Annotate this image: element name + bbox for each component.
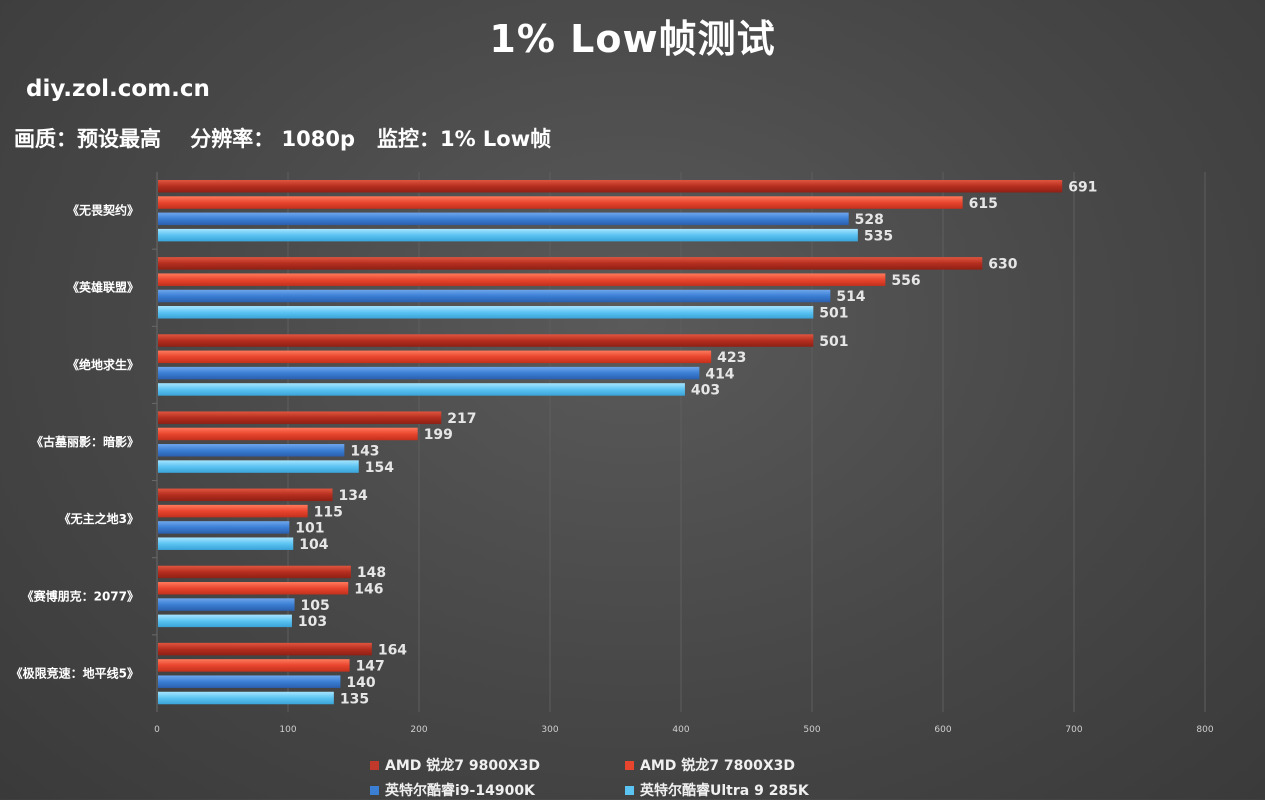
data-label: 423 — [717, 350, 746, 366]
data-label: 143 — [350, 444, 379, 460]
legend-item-2: AMD 锐龙7 7800X3D — [625, 755, 795, 775]
bar — [158, 521, 290, 534]
data-label: 630 — [988, 257, 1017, 273]
data-label: 140 — [346, 675, 375, 691]
bar — [158, 427, 418, 441]
legend-swatch-1 — [370, 760, 379, 770]
data-label: 105 — [301, 598, 330, 614]
bar — [158, 350, 712, 364]
bar-chart: 0 100 200 300 400 500 600 700 800 《无畏契约》 691 615 528… — [11, 172, 1214, 735]
legend-swatch-3 — [370, 785, 379, 795]
bar — [158, 565, 351, 579]
legend-item-3: 英特尔酷睿i9-14900K — [370, 780, 535, 800]
data-label: 615 — [969, 196, 998, 212]
chart-subtitle: 画质：预设最高 分辨率： 1080p 监控：1% Low帧 — [14, 127, 552, 151]
data-label: 514 — [836, 289, 865, 305]
category-label: 《无主之地3》 — [59, 511, 139, 526]
bar — [158, 212, 849, 226]
bar — [158, 228, 858, 242]
x-tick-label: 800 — [1196, 725, 1213, 735]
data-label: 147 — [356, 659, 385, 675]
bar — [158, 659, 350, 672]
bar — [158, 306, 814, 319]
category-label: 《绝地求生》 — [67, 357, 139, 372]
bar — [158, 273, 886, 286]
legend-label-3: 英特尔酷睿i9-14900K — [385, 783, 535, 799]
data-label: 146 — [354, 582, 383, 598]
bar — [158, 537, 294, 550]
data-label: 217 — [447, 411, 476, 427]
chart-legend: AMD 锐龙7 9800X3D AMD 锐龙7 7800X3D 英特尔酷睿i9-… — [370, 755, 870, 799]
category-label: 《英雄联盟》 — [67, 280, 139, 295]
x-tick-label: 300 — [541, 725, 558, 735]
x-tick-label: 100 — [279, 725, 296, 735]
bar — [158, 642, 372, 656]
legend-label-1: AMD 锐龙7 9800X3D — [385, 758, 540, 774]
bar — [158, 257, 983, 270]
data-label: 148 — [357, 565, 386, 581]
legend-label-2: AMD 锐龙7 7800X3D — [640, 758, 795, 774]
legend-label-4: 英特尔酷睿Ultra 9 285K — [640, 783, 809, 799]
bar — [158, 180, 1063, 193]
data-label: 535 — [864, 228, 893, 244]
x-tick-label: 700 — [1065, 725, 1082, 735]
bar — [158, 444, 345, 457]
category-label: 《无畏契约》 — [67, 203, 139, 218]
x-tick-label: 600 — [934, 725, 951, 735]
data-label: 556 — [891, 273, 920, 289]
data-label: 403 — [691, 383, 720, 399]
data-label: 501 — [819, 334, 848, 350]
legend-item-1: AMD 锐龙7 9800X3D — [370, 755, 540, 775]
bar — [158, 582, 349, 595]
x-tick-label: 500 — [803, 725, 820, 735]
data-label: 154 — [365, 460, 394, 476]
bar — [158, 504, 308, 518]
bar — [158, 598, 295, 611]
data-label: 104 — [299, 537, 328, 553]
data-label: 134 — [339, 488, 368, 504]
bar — [158, 334, 814, 347]
category-label: 《极限竞速：地平线5》 — [11, 665, 139, 680]
bar — [158, 460, 359, 473]
bar — [158, 366, 700, 380]
bar — [158, 289, 831, 303]
data-label: 135 — [340, 691, 369, 707]
legend-swatch-2 — [625, 760, 634, 770]
bar — [158, 614, 292, 628]
x-tick-label: 0 — [154, 725, 160, 735]
data-label: 115 — [314, 504, 343, 520]
legend-swatch-4 — [625, 785, 634, 795]
category-label: 《赛博朋克：2077》 — [22, 588, 139, 603]
data-label: 501 — [819, 306, 848, 322]
chart-title: 1% Low帧测试 — [489, 17, 776, 61]
data-label: 103 — [298, 614, 327, 630]
data-label: 691 — [1068, 180, 1097, 196]
legend-item-4: 英特尔酷睿Ultra 9 285K — [625, 780, 809, 800]
data-label: 164 — [378, 642, 407, 658]
data-label: 101 — [295, 521, 324, 537]
data-label: 199 — [424, 427, 453, 443]
bar — [158, 411, 442, 424]
bar — [158, 675, 341, 688]
site-url: diy.zol.com.cn — [26, 76, 210, 102]
bar — [158, 383, 685, 396]
x-tick-label: 400 — [672, 725, 689, 735]
data-label: 414 — [705, 366, 734, 382]
x-tick-label: 200 — [410, 725, 427, 735]
bar — [158, 196, 963, 209]
bar — [158, 691, 334, 705]
category-label: 《古墓丽影：暗影》 — [31, 434, 139, 449]
data-label: 528 — [855, 212, 884, 228]
bar — [158, 488, 333, 502]
